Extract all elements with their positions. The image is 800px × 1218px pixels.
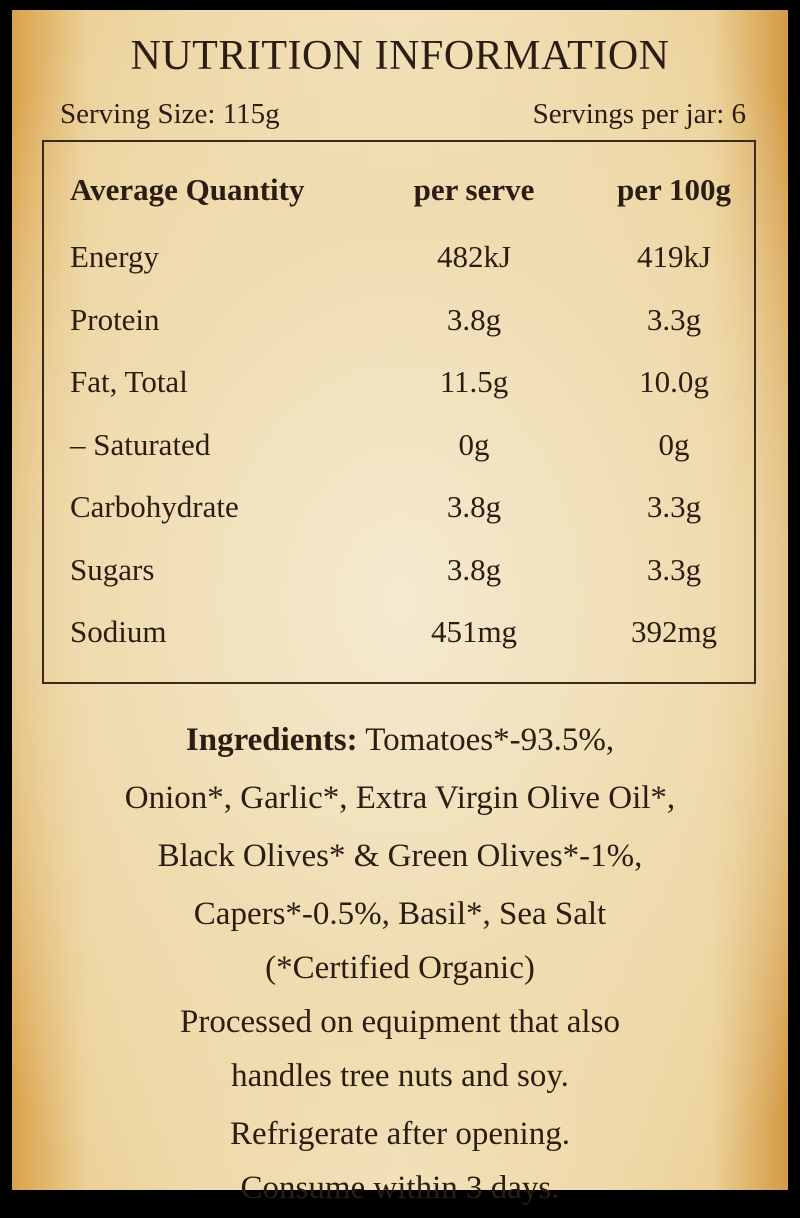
- table-row: Sodium 451mg 392mg: [44, 614, 754, 664]
- table-row: Sugars 3.8g 3.3g: [44, 552, 754, 602]
- title: NUTRITION INFORMATION: [130, 33, 670, 79]
- per-serve-value: 3.8g: [446, 489, 502, 524]
- storage-line: Consume within 3 days.: [240, 1170, 560, 1206]
- ingredients-label: Ingredients:: [185, 722, 358, 758]
- nutrition-table: Average Quantity per serve per 100g Ener…: [42, 140, 756, 684]
- per-100g-value: 3.3g: [646, 489, 702, 524]
- per-100g-value: 392mg: [630, 614, 718, 649]
- per-serve-value: 0g: [458, 426, 490, 462]
- servings-per-jar: Servings per jar: 6: [532, 98, 746, 130]
- nutrient-name: – Saturated: [70, 426, 211, 462]
- ingredients-line: Tomatoes*-93.5%,: [357, 722, 615, 758]
- nutrient-name: Sugars: [70, 551, 155, 587]
- nutrition-label: NUTRITION INFORMATION Serving Size: 115g…: [12, 10, 788, 1206]
- table-row: Protein 3.8g 3.3g: [44, 302, 754, 352]
- nutrient-name: Fat, Total: [70, 364, 188, 399]
- ingredients-block: Ingredients: Tomatoes*-93.5%, Onion*, Ga…: [12, 710, 788, 1216]
- nutrient-name: Sodium: [70, 614, 167, 649]
- ingredients-line: Onion*, Garlic*, Extra Virgin Olive Oil*…: [124, 780, 676, 816]
- table-row: Carbohydrate 3.8g 3.3g: [44, 489, 754, 539]
- nutrient-name: Energy: [70, 239, 159, 274]
- nutrient-name: Protein: [70, 301, 160, 337]
- per-100g-value: 0g: [658, 426, 690, 462]
- per-100g-value: 419kJ: [636, 239, 712, 274]
- per-100g-value: 3.3g: [646, 301, 702, 337]
- allergen-line: Processed on equipment that also: [180, 1004, 620, 1040]
- per-serve-value: 482kJ: [436, 239, 512, 274]
- serving-size: Serving Size: 115g: [60, 98, 280, 130]
- header-cell: Average Quantity: [70, 172, 305, 207]
- per-100g-value: 10.0g: [639, 364, 709, 399]
- per-serve-value: 451mg: [430, 614, 518, 649]
- nutrient-name: Carbohydrate: [70, 489, 239, 524]
- ingredients-line: Black Olives* & Green Olives*-1%,: [157, 838, 643, 874]
- per-serve-value: 11.5g: [439, 364, 509, 399]
- per-serve-value: 3.8g: [446, 551, 502, 587]
- per-100g-value: 3.3g: [646, 551, 702, 587]
- table-row: Energy 482kJ 419kJ: [44, 239, 754, 289]
- allergen-line: handles tree nuts and soy.: [231, 1058, 569, 1094]
- table-row: Fat, Total 11.5g 10.0g: [44, 364, 754, 414]
- table-header: Average Quantity per serve per 100g: [44, 172, 754, 222]
- per-serve-value: 3.8g: [446, 301, 502, 337]
- ingredients-line: (*Certified Organic): [265, 950, 535, 986]
- storage-line: Refrigerate after opening.: [230, 1116, 570, 1152]
- ingredients-line: Capers*-0.5%, Basil*, Sea Salt: [193, 896, 607, 932]
- header-cell: per serve: [413, 172, 535, 207]
- table-row: – Saturated 0g 0g: [44, 427, 754, 477]
- header-cell: per 100g: [617, 172, 731, 207]
